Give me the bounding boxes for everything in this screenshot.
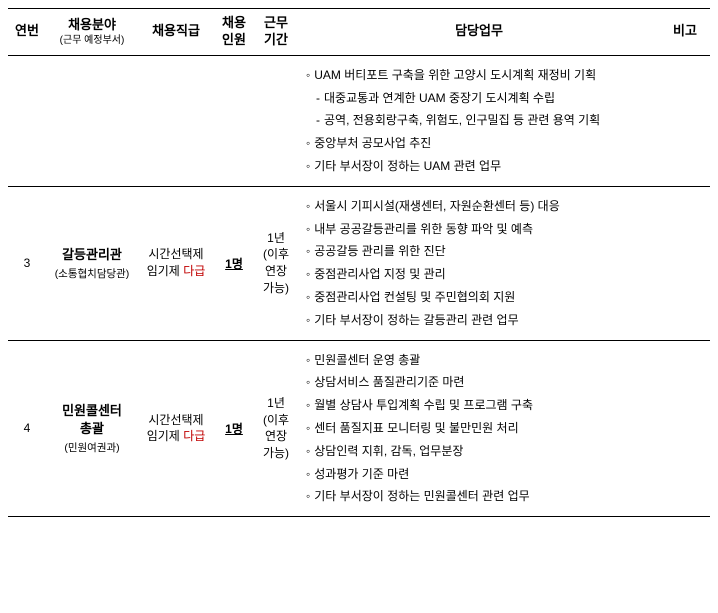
table-row: 4민원콜센터 총괄(민원여권과)시간선택제임기제 다급1명1년 (이후 연장 가… <box>8 340 710 517</box>
cell-period: 1년 (이후 연장 가능) <box>254 340 298 517</box>
circle-bullet-icon: ◦ <box>306 463 310 486</box>
subtask-item: -공역, 전용회랑구축, 위험도, 인구밀집 등 관련 용역 기획 <box>306 109 654 132</box>
pos-line2: 임기제 다급 <box>142 263 210 280</box>
cell-period <box>254 55 298 186</box>
task-text: 기타 부서장이 정하는 갈등관리 관련 업무 <box>314 309 654 332</box>
cell-tasks: ◦서울시 기피시설(재생센터, 자원순환센터 등) 대응◦내부 공공갈등관리를 … <box>298 186 660 340</box>
dash-bullet-icon: - <box>316 109 320 132</box>
header-tasks: 담당업무 <box>298 9 660 56</box>
circle-bullet-icon: ◦ <box>306 64 310 87</box>
task-item: ◦기타 부서장이 정하는 갈등관리 관련 업무 <box>306 309 654 332</box>
task-text: 공공갈등 관리를 위한 진단 <box>314 240 654 263</box>
task-item: ◦민원콜센터 운영 총괄 <box>306 349 654 372</box>
table-row: 3갈등관리관(소통협치담당관)시간선택제임기제 다급1명1년 (이후 연장 가능… <box>8 186 710 340</box>
cell-field: 민원콜센터 총괄 (민원여권과) <box>46 340 138 517</box>
task-item: ◦중점관리사업 컨설팅 및 주민협의회 지원 <box>306 286 654 309</box>
cell-note <box>660 55 710 186</box>
task-item: ◦기타 부서장이 정하는 UAM 관련 업무 <box>306 155 654 178</box>
pos-line2a: 임기제 <box>147 429 183 443</box>
dept-name: (소통협치담당관) <box>50 266 134 281</box>
subtask-item: -대중교통과 연계한 UAM 중장기 도시계획 수립 <box>306 87 654 110</box>
cell-no: 3 <box>8 186 46 340</box>
circle-bullet-icon: ◦ <box>306 440 310 463</box>
task-item: ◦내부 공공갈등관리를 위한 동향 파악 및 예측 <box>306 218 654 241</box>
task-text: 중점관리사업 컨설팅 및 주민협의회 지원 <box>314 286 654 309</box>
pos-line1: 시간선택제 <box>142 412 210 429</box>
circle-bullet-icon: ◦ <box>306 240 310 263</box>
task-text: 서울시 기피시설(재생센터, 자원순환센터 등) 대응 <box>314 195 654 218</box>
task-text: 센터 품질지표 모니터링 및 불만민원 처리 <box>314 417 654 440</box>
task-item: ◦센터 품질지표 모니터링 및 불만민원 처리 <box>306 417 654 440</box>
circle-bullet-icon: ◦ <box>306 485 310 508</box>
pos-grade: 다급 <box>183 264 205 278</box>
header-note: 비고 <box>660 9 710 56</box>
task-text: 성과평가 기준 마련 <box>314 463 654 486</box>
circle-bullet-icon: ◦ <box>306 394 310 417</box>
task-text: UAM 버티포트 구축을 위한 고양시 도시계획 재정비 기획 <box>314 64 654 87</box>
pos-grade: 다급 <box>183 429 205 443</box>
cell-count: 1명 <box>214 186 254 340</box>
task-item: ◦중점관리사업 지정 및 관리 <box>306 263 654 286</box>
task-item: ◦중앙부처 공모사업 추진 <box>306 132 654 155</box>
task-item: ◦성과평가 기준 마련 <box>306 463 654 486</box>
cell-pos: 시간선택제임기제 다급 <box>138 186 214 340</box>
task-item: ◦UAM 버티포트 구축을 위한 고양시 도시계획 재정비 기획 <box>306 64 654 87</box>
cell-note <box>660 186 710 340</box>
pos-line2a: 임기제 <box>147 264 183 278</box>
recruitment-table: 연번 채용분야(근무 예정부서) 채용직급 채용 인원 근무 기간 담당업무 비… <box>8 8 710 517</box>
task-item: ◦기타 부서장이 정하는 민원콜센터 관련 업무 <box>306 485 654 508</box>
cell-field: 갈등관리관 (소통협치담당관) <box>46 186 138 340</box>
task-item: ◦서울시 기피시설(재생센터, 자원순환센터 등) 대응 <box>306 195 654 218</box>
cell-field <box>46 55 138 186</box>
cell-tasks-top: ◦UAM 버티포트 구축을 위한 고양시 도시계획 재정비 기획-대중교통과 연… <box>298 55 660 186</box>
pos-line1: 시간선택제 <box>142 246 210 263</box>
circle-bullet-icon: ◦ <box>306 155 310 178</box>
task-text: 상담서비스 품질관리기준 마련 <box>314 371 654 394</box>
circle-bullet-icon: ◦ <box>306 349 310 372</box>
cell-pos: 시간선택제임기제 다급 <box>138 340 214 517</box>
cell-period: 1년 (이후 연장 가능) <box>254 186 298 340</box>
continuation-row: ◦UAM 버티포트 구축을 위한 고양시 도시계획 재정비 기획-대중교통과 연… <box>8 55 710 186</box>
header-count: 채용 인원 <box>214 9 254 56</box>
task-text: 중점관리사업 지정 및 관리 <box>314 263 654 286</box>
circle-bullet-icon: ◦ <box>306 132 310 155</box>
field-name: 민원콜센터 총괄 <box>50 402 134 438</box>
header-field: 채용분야(근무 예정부서) <box>46 9 138 56</box>
circle-bullet-icon: ◦ <box>306 309 310 332</box>
task-text: 월별 상담사 투입계획 수립 및 프로그램 구축 <box>314 394 654 417</box>
header-row: 연번 채용분야(근무 예정부서) 채용직급 채용 인원 근무 기간 담당업무 비… <box>8 9 710 56</box>
cell-count <box>214 55 254 186</box>
task-text: 기타 부서장이 정하는 UAM 관련 업무 <box>314 155 654 178</box>
task-text: 중앙부처 공모사업 추진 <box>314 132 654 155</box>
header-period: 근무 기간 <box>254 9 298 56</box>
circle-bullet-icon: ◦ <box>306 286 310 309</box>
header-no: 연번 <box>8 9 46 56</box>
circle-bullet-icon: ◦ <box>306 263 310 286</box>
task-text: 공역, 전용회랑구축, 위험도, 인구밀집 등 관련 용역 기획 <box>324 109 654 132</box>
task-item: ◦상담인력 지휘, 감독, 업무분장 <box>306 440 654 463</box>
task-item: ◦공공갈등 관리를 위한 진단 <box>306 240 654 263</box>
task-text: 기타 부서장이 정하는 민원콜센터 관련 업무 <box>314 485 654 508</box>
circle-bullet-icon: ◦ <box>306 417 310 440</box>
field-name: 갈등관리관 <box>50 246 134 264</box>
circle-bullet-icon: ◦ <box>306 371 310 394</box>
cell-no <box>8 55 46 186</box>
task-text: 민원콜센터 운영 총괄 <box>314 349 654 372</box>
header-position: 채용직급 <box>138 9 214 56</box>
pos-line2: 임기제 다급 <box>142 428 210 445</box>
task-item: ◦월별 상담사 투입계획 수립 및 프로그램 구축 <box>306 394 654 417</box>
cell-note <box>660 340 710 517</box>
task-text: 상담인력 지휘, 감독, 업무분장 <box>314 440 654 463</box>
cell-tasks: ◦민원콜센터 운영 총괄◦상담서비스 품질관리기준 마련◦월별 상담사 투입계획… <box>298 340 660 517</box>
task-item: ◦상담서비스 품질관리기준 마련 <box>306 371 654 394</box>
cell-no: 4 <box>8 340 46 517</box>
task-text: 대중교통과 연계한 UAM 중장기 도시계획 수립 <box>324 87 654 110</box>
circle-bullet-icon: ◦ <box>306 195 310 218</box>
cell-count: 1명 <box>214 340 254 517</box>
dash-bullet-icon: - <box>316 87 320 110</box>
dept-name: (민원여권과) <box>50 440 134 455</box>
circle-bullet-icon: ◦ <box>306 218 310 241</box>
task-text: 내부 공공갈등관리를 위한 동향 파악 및 예측 <box>314 218 654 241</box>
cell-pos <box>138 55 214 186</box>
